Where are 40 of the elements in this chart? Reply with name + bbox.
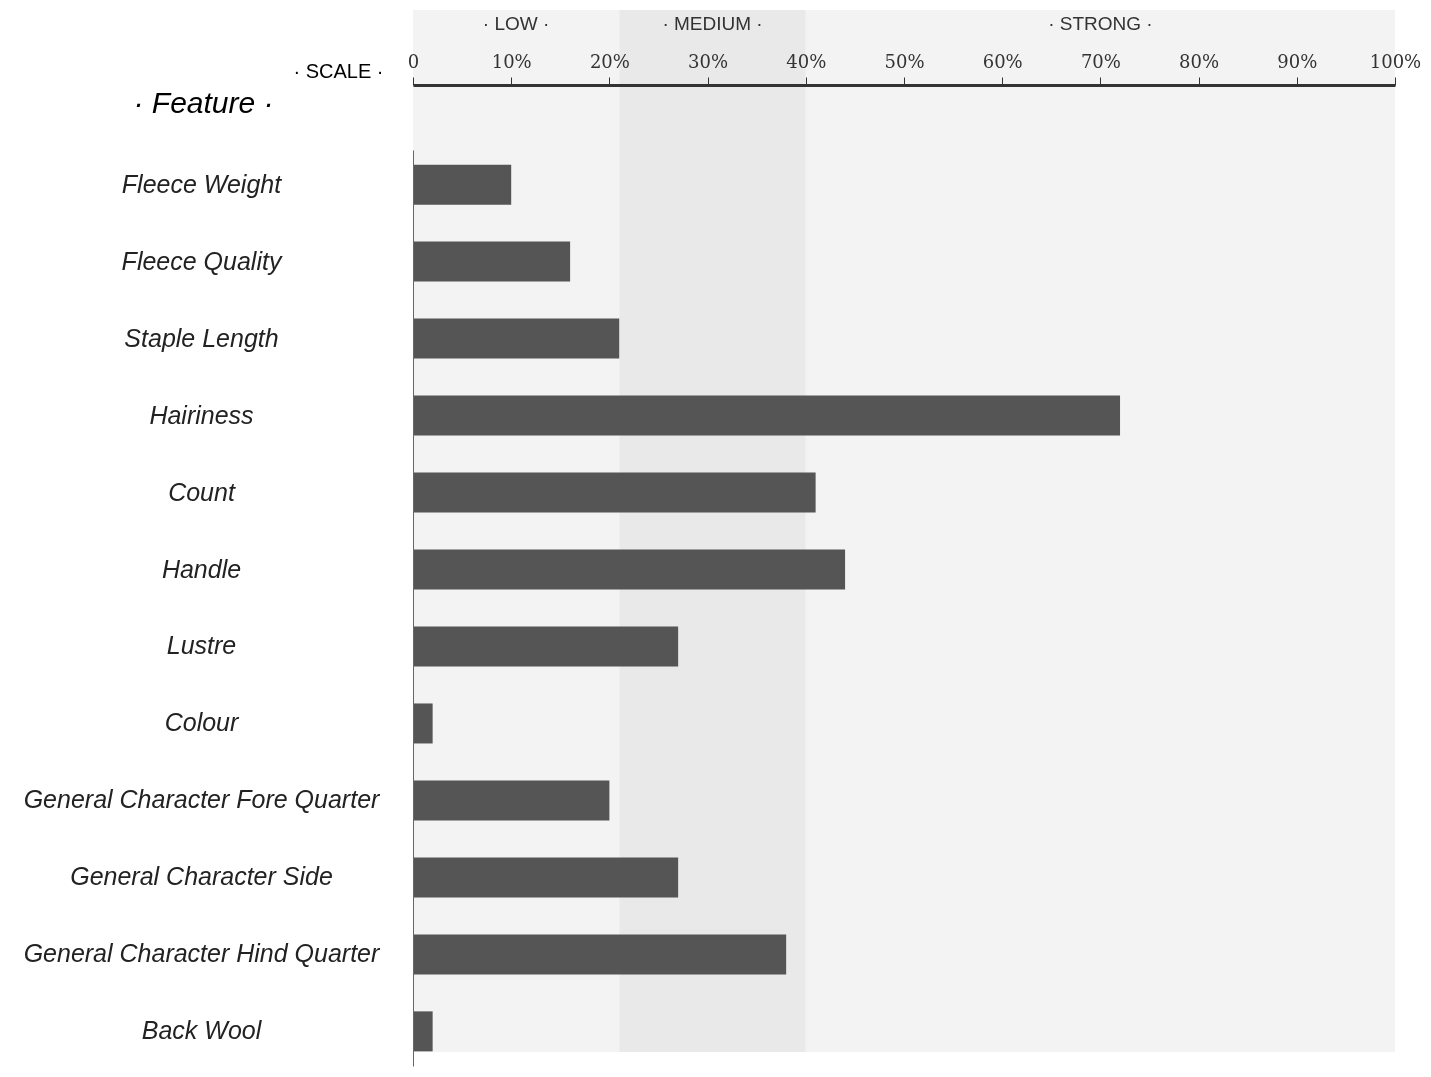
bar xyxy=(413,241,571,282)
x-tick-label: 50% xyxy=(884,50,925,72)
bar xyxy=(413,626,679,667)
band-label: · MEDIUM · xyxy=(662,13,763,34)
y-tick-label: Back Wool xyxy=(141,1016,263,1045)
x-tick-label: 0 xyxy=(407,50,420,72)
x-tick-label: 70% xyxy=(1080,50,1121,72)
bar xyxy=(413,780,610,821)
y-tick-label: Fleece Weight xyxy=(121,169,283,198)
x-tick-label: 10% xyxy=(491,50,532,72)
y-tick-label: General Character Hind Quarter xyxy=(23,939,382,968)
y-tick-label: Lustre xyxy=(166,631,237,660)
y-tick-label: Hairiness xyxy=(149,400,254,429)
bar xyxy=(413,934,787,975)
bar xyxy=(413,318,620,359)
y-tick-label: Count xyxy=(168,477,236,506)
y-tick-label: Staple Length xyxy=(124,323,279,352)
bar xyxy=(413,164,512,205)
y-axis-title: · Feature · xyxy=(133,85,274,119)
bar xyxy=(413,395,1121,436)
y-tick-label: Handle xyxy=(161,554,242,583)
y-tick-label: General Character Fore Quarter xyxy=(23,785,382,814)
bar xyxy=(413,1011,433,1052)
bar xyxy=(413,857,679,898)
x-tick-label: 90% xyxy=(1277,50,1318,72)
bar xyxy=(413,703,433,744)
band-label: · LOW · xyxy=(482,13,550,34)
bar xyxy=(413,549,846,590)
x-tick-label: 100% xyxy=(1369,50,1422,72)
x-tick-label: 60% xyxy=(982,50,1023,72)
y-tick-label: Fleece Quality xyxy=(121,246,283,275)
y-tick-label: General Character Side xyxy=(70,862,333,891)
x-tick-label: 40% xyxy=(786,50,827,72)
x-tick-label: 80% xyxy=(1179,50,1220,72)
x-tick-label: 30% xyxy=(688,50,729,72)
x-axis-title: · SCALE · xyxy=(293,59,384,82)
x-tick-label: 20% xyxy=(589,50,630,72)
bar xyxy=(413,472,816,513)
y-tick-label: Colour xyxy=(164,708,240,737)
band-label: · STRONG · xyxy=(1048,13,1153,34)
